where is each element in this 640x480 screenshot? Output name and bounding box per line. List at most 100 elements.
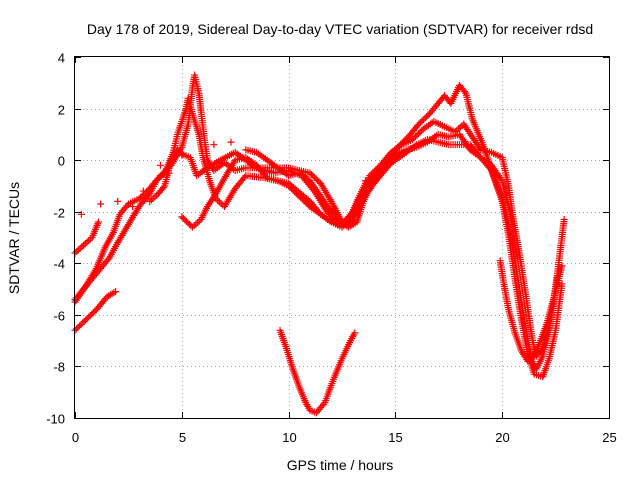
data-point-run [114,222,131,247]
data-point-run [500,282,512,312]
y-tick-label: -6 [53,309,65,324]
data-point-run [426,101,441,118]
data-point-run [231,164,248,174]
series-track-2 [71,71,566,381]
data-point [513,254,521,262]
data-point-run [186,154,200,178]
y-tick-label: 2 [58,103,65,118]
data-point-run [174,120,185,138]
data-point [156,161,164,169]
data-point-run [285,182,302,199]
data-point-run [498,154,512,188]
data-point-run [488,148,504,161]
x-tick-label: 10 [282,430,296,445]
data-point [94,218,102,226]
data-point-run [383,145,400,167]
data-point-run [466,141,484,160]
data-point-run [109,212,123,236]
y-tick-label: 4 [58,51,65,66]
y-tick-label: -2 [53,206,65,221]
data-point-run [468,115,486,147]
data-point [265,166,273,174]
data-point [210,141,218,149]
data-point-run [349,197,366,223]
data-point-run [135,191,152,211]
data-point-run [317,210,334,225]
series-track-8 [276,326,359,417]
data-point-run [221,186,238,211]
data-point-run [302,399,313,412]
data-point-run [554,218,568,275]
data-point-run [184,94,196,116]
x-tick-label: 0 [72,430,79,445]
data-point-run [545,329,559,363]
data-point-run [408,127,426,144]
chart-title: Day 178 of 2019, Sidereal Day-to-day VTE… [87,21,593,37]
data-point-run [347,331,358,345]
data-point-run [92,294,110,314]
data-point-run [468,133,484,152]
data-point-run [462,89,476,121]
y-tick-label: -8 [53,360,65,375]
y-tick-label: -10 [46,412,65,427]
data-point-run [338,339,354,363]
data-point-run [88,225,100,241]
data-point-run [498,177,514,216]
data-point-run [434,130,451,140]
data-point-run [317,179,334,204]
series-track-7 [242,146,410,229]
data-point [139,187,147,195]
data-point-run [295,192,312,209]
data-point-run [488,161,505,183]
data-point-run [511,329,525,353]
series-track-5 [146,81,568,373]
data-point-run [221,158,238,182]
data-point-run [116,202,131,218]
data-point-run [413,137,429,149]
data-point-run [253,161,270,181]
data-point-run [441,123,457,135]
y-axis-label: SDTVAR / TECUs [6,182,22,294]
data-point-run [82,307,99,324]
data-point [178,151,186,159]
data-point-run [329,357,345,383]
data-point-run [212,176,227,198]
data-point-run [274,177,290,189]
data-point-run [391,149,408,162]
data-point-run [415,111,432,128]
data-point-run [92,246,108,272]
data-point-run [289,365,303,389]
data-point-run [124,204,142,229]
x-tick-label: 5 [179,430,186,445]
data-point-run [306,406,318,416]
data-point-run [549,264,565,303]
data-point-run [530,370,545,380]
data-point-run [317,192,334,214]
data-point [361,177,369,185]
data-point-run [537,321,550,345]
data-point-run [188,110,202,136]
y-tick-label: 0 [58,154,65,169]
data-point-run [276,326,290,350]
data-point-run [404,122,422,141]
data-point-run [80,235,94,249]
data-point-run [80,276,95,293]
data-point-run [105,241,121,262]
data-point-run [490,172,505,201]
series-track-9 [496,257,566,365]
series-track-4 [71,94,562,360]
data-point-run [154,183,167,198]
data-point-run [419,119,436,133]
data-point-run [178,107,189,125]
data-point-run [146,191,161,205]
data-point-run [306,169,323,186]
data-point-run [507,210,521,260]
x-tick-label: 20 [495,430,509,445]
data-point-run [349,189,366,216]
data-point-run [295,169,312,183]
data-point-run [282,344,296,371]
data-point-run [543,297,557,327]
data-point-run [274,164,291,178]
data-point-run [203,192,219,211]
